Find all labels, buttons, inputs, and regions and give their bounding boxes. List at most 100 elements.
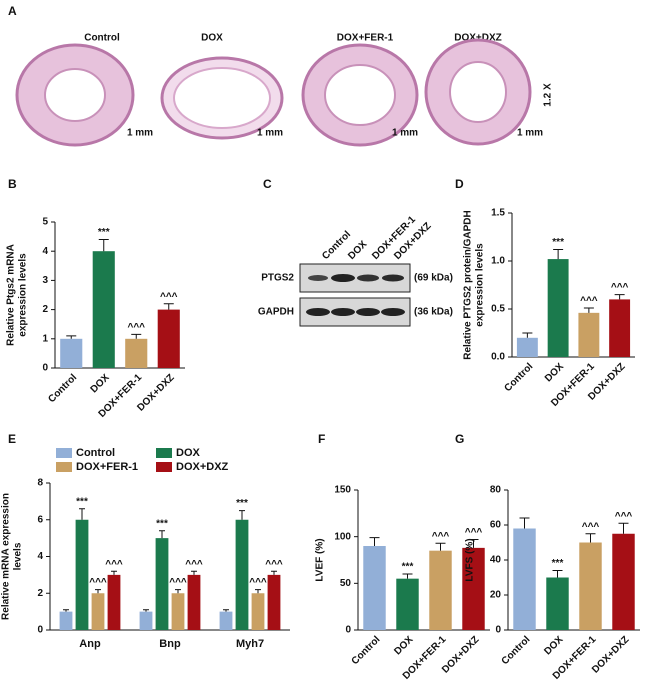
bar bbox=[429, 550, 452, 630]
heart-lumen bbox=[173, 67, 271, 129]
legend-label: DOX+DXZ bbox=[176, 461, 229, 473]
protein-name: GAPDH bbox=[258, 307, 294, 318]
x-tick-label: DOX bbox=[542, 634, 565, 657]
y-tick-label: 80 bbox=[490, 485, 502, 496]
bar bbox=[75, 519, 89, 630]
y-tick-label: 2 bbox=[37, 588, 43, 599]
legend-swatch bbox=[56, 462, 72, 472]
y-tick-label: 40 bbox=[490, 555, 502, 566]
bar bbox=[609, 299, 631, 357]
panel-letter: G bbox=[455, 432, 464, 446]
y-tick-label: 0.0 bbox=[491, 352, 505, 363]
error-bar bbox=[98, 239, 109, 252]
protein-size: (36 kDa) bbox=[414, 307, 453, 318]
bar bbox=[251, 593, 265, 630]
significance: ^^^ bbox=[582, 521, 600, 532]
band bbox=[331, 308, 355, 316]
bar bbox=[59, 611, 73, 630]
error-bar bbox=[522, 332, 533, 338]
scale-bar-label: 1 mm bbox=[257, 128, 283, 139]
bar bbox=[516, 337, 538, 357]
y-tick-label: 0 bbox=[345, 625, 351, 636]
scale-bar-label: 1 mm bbox=[392, 128, 418, 139]
bar bbox=[363, 546, 386, 630]
x-tick-label: DOX bbox=[543, 361, 566, 384]
significance: *** bbox=[402, 562, 414, 573]
heart-lumen bbox=[44, 68, 106, 122]
bar bbox=[157, 309, 180, 368]
significance: ^^^ bbox=[160, 291, 178, 302]
bar bbox=[219, 611, 233, 630]
bar bbox=[462, 547, 485, 630]
significance: *** bbox=[552, 237, 564, 248]
panel-letter: A bbox=[8, 4, 17, 18]
y-tick-label: 4 bbox=[37, 551, 43, 562]
significance: ^^^ bbox=[611, 282, 629, 293]
y-tick-label: 100 bbox=[334, 531, 351, 542]
significance: ^^^ bbox=[265, 559, 283, 570]
x-tick-label: Anp bbox=[79, 638, 101, 650]
significance: *** bbox=[76, 496, 88, 507]
error-bar bbox=[614, 294, 625, 300]
error-bar bbox=[159, 530, 165, 539]
bar bbox=[578, 312, 600, 357]
error-bar bbox=[223, 609, 229, 612]
bar bbox=[547, 259, 569, 357]
significance: ^^^ bbox=[169, 577, 187, 588]
error-bar bbox=[519, 517, 530, 529]
band bbox=[331, 274, 355, 282]
y-tick-label: 1 bbox=[42, 333, 48, 344]
y-axis-label: expression levels bbox=[475, 243, 486, 327]
group-label: DOX bbox=[201, 33, 223, 44]
heart-lumen bbox=[324, 64, 396, 126]
y-tick-label: 6 bbox=[37, 514, 43, 525]
legend-label: Control bbox=[76, 447, 115, 459]
bar bbox=[579, 542, 602, 630]
x-tick-label: DOX bbox=[392, 634, 415, 657]
error-bar bbox=[585, 533, 596, 543]
y-tick-label: 3 bbox=[42, 275, 48, 286]
bar bbox=[139, 611, 153, 630]
magnification: 1.2 X bbox=[543, 83, 554, 107]
significance: ^^^ bbox=[615, 511, 633, 522]
error-bar bbox=[131, 333, 142, 339]
error-bar bbox=[63, 609, 69, 612]
error-bar bbox=[95, 589, 101, 594]
bar bbox=[107, 574, 121, 630]
error-bar bbox=[163, 303, 174, 310]
error-bar bbox=[111, 570, 117, 575]
y-tick-label: 0 bbox=[42, 363, 48, 374]
significance: ^^^ bbox=[432, 531, 450, 542]
panel-letter: E bbox=[8, 432, 16, 446]
significance: ^^^ bbox=[127, 322, 145, 333]
bar bbox=[187, 574, 201, 630]
panel-letter: F bbox=[318, 432, 325, 446]
x-tick-label: Bnp bbox=[159, 638, 181, 650]
y-tick-label: 1.0 bbox=[491, 256, 505, 267]
y-axis-label: expression levels bbox=[18, 253, 29, 337]
bar bbox=[171, 593, 185, 630]
y-tick-label: 4 bbox=[42, 246, 48, 257]
legend-swatch bbox=[156, 448, 172, 458]
y-tick-label: 20 bbox=[490, 590, 502, 601]
x-tick-label: Control bbox=[46, 372, 79, 405]
y-tick-label: 2 bbox=[42, 304, 48, 315]
protein-size: (69 kDa) bbox=[414, 273, 453, 284]
x-tick-label: Myh7 bbox=[236, 638, 264, 650]
bar bbox=[513, 528, 536, 630]
y-tick-label: 50 bbox=[340, 578, 352, 589]
y-axis-label: Relative Ptgs2 mRNA bbox=[6, 244, 17, 346]
significance: ^^^ bbox=[185, 559, 203, 570]
group-label: Control bbox=[84, 33, 120, 44]
band bbox=[356, 308, 380, 316]
y-axis-label: LVFS (%) bbox=[465, 538, 476, 581]
group-label: DOX+DXZ bbox=[454, 33, 502, 44]
y-axis-label: Relative mRNA expression bbox=[1, 493, 12, 620]
bar bbox=[125, 338, 148, 368]
error-bar bbox=[175, 589, 181, 594]
error-bar bbox=[239, 510, 245, 520]
bar bbox=[546, 577, 569, 630]
x-tick-label: Control bbox=[350, 634, 383, 667]
legend-label: DOX+FER-1 bbox=[76, 461, 138, 473]
band bbox=[381, 308, 405, 316]
